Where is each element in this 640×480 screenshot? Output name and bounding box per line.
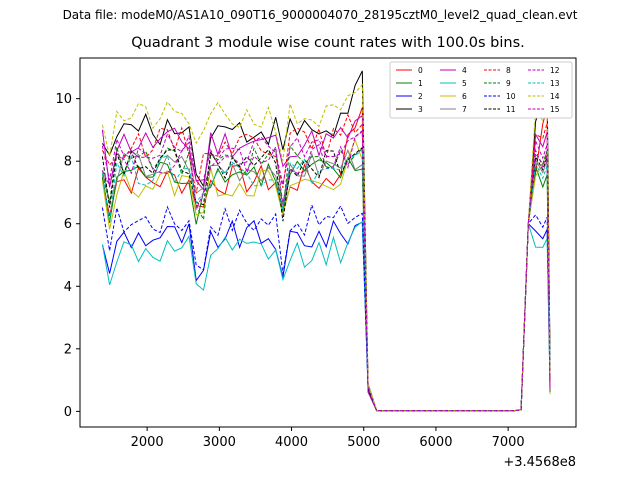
- series-line-13: [101, 149, 551, 412]
- series-line-2: [101, 219, 551, 412]
- x-tick-label-3000: 3000: [203, 435, 236, 450]
- series-line-7: [101, 148, 551, 412]
- series-line-15: [101, 129, 551, 412]
- series-layer: [101, 70, 551, 412]
- plot-frame: [79, 57, 577, 428]
- legend-label-1: 1: [418, 79, 423, 88]
- legend-label-3: 3: [418, 105, 423, 114]
- x-tick-label-7000: 7000: [492, 435, 525, 450]
- series-line-1: [101, 156, 551, 412]
- y-tick-label-6: 6: [64, 217, 72, 232]
- chart-title: Quadrant 3 module wise count rates with …: [131, 35, 525, 51]
- legend-label-14: 14: [550, 92, 560, 101]
- y-tick-label-10: 10: [55, 92, 72, 107]
- legend-label-7: 7: [462, 105, 467, 114]
- series-line-14: [101, 83, 551, 412]
- legend-label-0: 0: [418, 66, 423, 75]
- y-tick-label-4: 4: [64, 280, 72, 295]
- legend-label-12: 12: [550, 66, 560, 75]
- series-line-10: [101, 203, 551, 412]
- legend-label-8: 8: [506, 66, 511, 75]
- y-tick-label-8: 8: [64, 155, 72, 170]
- legend-box: [389, 61, 573, 119]
- suptitle: Data file: modeM0/AS1A10_090T16_90000040…: [62, 8, 578, 22]
- series-line-0: [101, 107, 551, 412]
- x-tick-label-5000: 5000: [347, 435, 380, 450]
- legend-label-4: 4: [462, 66, 467, 75]
- series-line-12: [101, 130, 551, 412]
- x-tick-label-4000: 4000: [275, 435, 308, 450]
- x-tick-label-6000: 6000: [419, 435, 452, 450]
- legend-label-10: 10: [506, 92, 516, 101]
- legend-label-11: 11: [506, 105, 516, 114]
- series-line-9: [101, 144, 551, 412]
- y-tick-label-2: 2: [64, 342, 72, 357]
- legend-label-15: 15: [550, 105, 560, 114]
- series-line-5: [101, 220, 551, 412]
- legend-label-6: 6: [462, 92, 467, 101]
- series-line-3: [101, 70, 551, 412]
- series-line-6: [101, 138, 551, 412]
- legend-label-2: 2: [418, 92, 423, 101]
- y-axis: 0 2 4 6 8 10: [55, 92, 80, 420]
- x-axis: 2000 3000 4000 5000 6000 7000: [131, 427, 525, 450]
- legend-label-13: 13: [550, 79, 560, 88]
- legend-label-9: 9: [506, 79, 511, 88]
- x-offset-label: +3.4568e8: [503, 455, 576, 470]
- x-tick-label-2000: 2000: [131, 435, 164, 450]
- series-line-11: [101, 146, 551, 412]
- legend-label-5: 5: [462, 79, 467, 88]
- y-tick-label-0: 0: [64, 405, 72, 420]
